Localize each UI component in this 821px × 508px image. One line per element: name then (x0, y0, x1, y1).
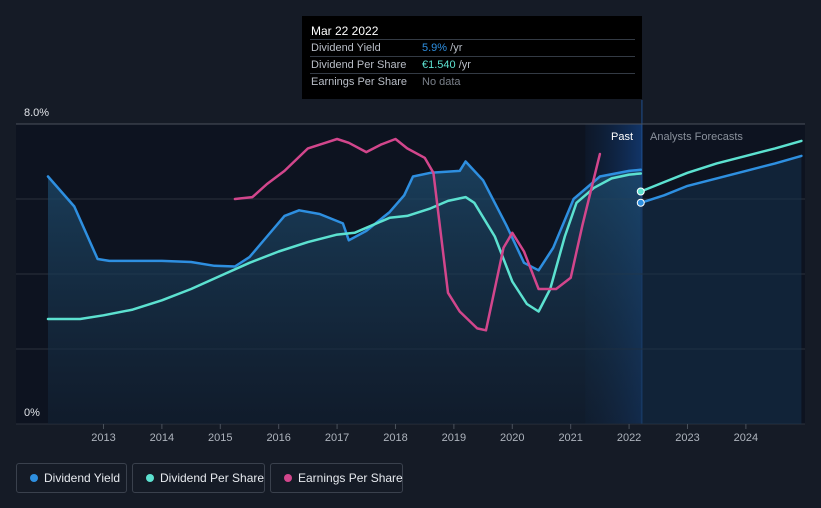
tooltip-label: Dividend Per Share (311, 59, 407, 71)
x-tick-label: 2016 (266, 432, 290, 444)
legend-dot-icon (284, 474, 292, 482)
x-tick-label: 2014 (150, 432, 174, 444)
x-tick-label: 2020 (500, 432, 524, 444)
earnings-per-share-line (233, 137, 602, 332)
tooltip-row-earnings-per-share: Earnings Per Share No data (310, 73, 635, 91)
legend-dot-icon (146, 474, 154, 482)
dividend-yield-area (48, 161, 641, 424)
forecast-yield-area (640, 155, 802, 424)
dividend-per-share-marker (636, 187, 645, 196)
tooltip-label: Earnings Per Share (311, 76, 407, 88)
tooltip-label: Dividend Yield (311, 42, 381, 54)
past-region-label: Past (611, 131, 633, 143)
dividend-per-share-forecast-line (639, 139, 803, 193)
legend-earnings-per-share[interactable]: Earnings Per Share (270, 463, 403, 493)
tooltip-value: 5.9% (422, 42, 448, 54)
x-tick-label: 2022 (617, 432, 641, 444)
tooltip-suffix: /yr (447, 42, 463, 54)
x-tick-label: 2015 (208, 432, 232, 444)
legend-label: Dividend Per Share (160, 471, 265, 485)
legend-dividend-yield[interactable]: Dividend Yield (16, 463, 127, 493)
dividend-per-share-line (46, 172, 643, 321)
tooltip-value: No data (422, 76, 461, 88)
hover-tooltip: Mar 22 2022 Dividend Yield 5.9% /yr Divi… (302, 16, 642, 99)
forecast-region-label: Analysts Forecasts (650, 131, 743, 143)
tooltip-value: €1.540 (422, 59, 456, 71)
x-tick-label: 2013 (91, 432, 115, 444)
legend-dot-icon (30, 474, 38, 482)
x-tick-label: 2018 (383, 432, 407, 444)
dividend-yield-marker (636, 198, 645, 207)
y-tick-label: 8.0% (24, 107, 49, 119)
x-tick-label: 2021 (558, 432, 582, 444)
legend-dividend-per-share[interactable]: Dividend Per Share (132, 463, 265, 493)
y-tick-label: 0% (24, 407, 40, 419)
tooltip-row-dividend-per-share: Dividend Per Share €1.540 /yr (310, 56, 635, 74)
tooltip-row-dividend-yield: Dividend Yield 5.9% /yr (310, 39, 635, 57)
x-tick-label: 2019 (442, 432, 466, 444)
dividend-yield-line (46, 160, 643, 272)
tooltip-suffix: /yr (455, 59, 471, 71)
legend-label: Dividend Yield (44, 471, 121, 485)
dividend-yield-forecast-line (639, 154, 803, 205)
x-tick-label: 2024 (734, 432, 758, 444)
legend-label: Earnings Per Share (298, 471, 403, 485)
x-tick-label: 2017 (325, 432, 349, 444)
tooltip-date: Mar 22 2022 (311, 24, 379, 38)
x-tick-label: 2023 (675, 432, 699, 444)
